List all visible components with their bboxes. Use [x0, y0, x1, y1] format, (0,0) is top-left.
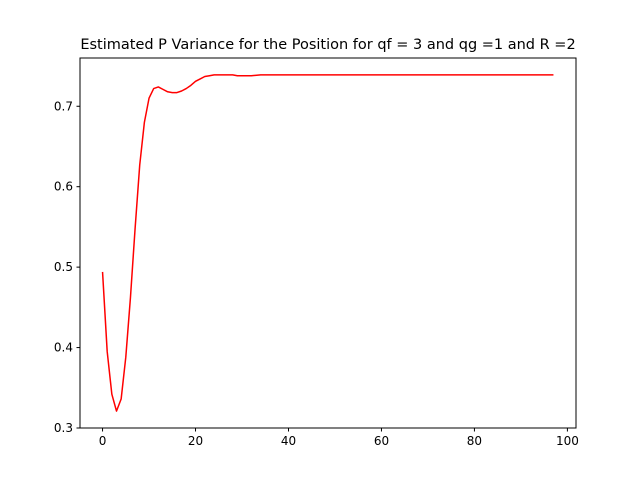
chart-title: Estimated P Variance for the Position fo…	[80, 37, 575, 53]
axes-frame	[79, 57, 577, 429]
x-tick-label: 0	[99, 434, 107, 448]
y-tick-label: 0.3	[54, 421, 73, 435]
x-tick-label: 80	[467, 434, 482, 448]
x-tick-label: 100	[556, 434, 579, 448]
x-tick-label: 40	[281, 434, 296, 448]
series-line-0	[101, 74, 554, 412]
x-tick-label: 20	[188, 434, 203, 448]
y-tick-label: 0.5	[54, 260, 73, 274]
x-tick-label: 60	[374, 434, 389, 448]
x-axis: 0 20 40 60 80 100	[99, 428, 579, 448]
y-tick-label: 0.7	[54, 99, 73, 113]
y-tick-label: 0.4	[54, 341, 73, 355]
y-axis: 0.3 0.4 0.5 0.6 0.7	[54, 99, 80, 435]
plot-area	[101, 74, 554, 412]
y-tick-label: 0.6	[54, 180, 73, 194]
